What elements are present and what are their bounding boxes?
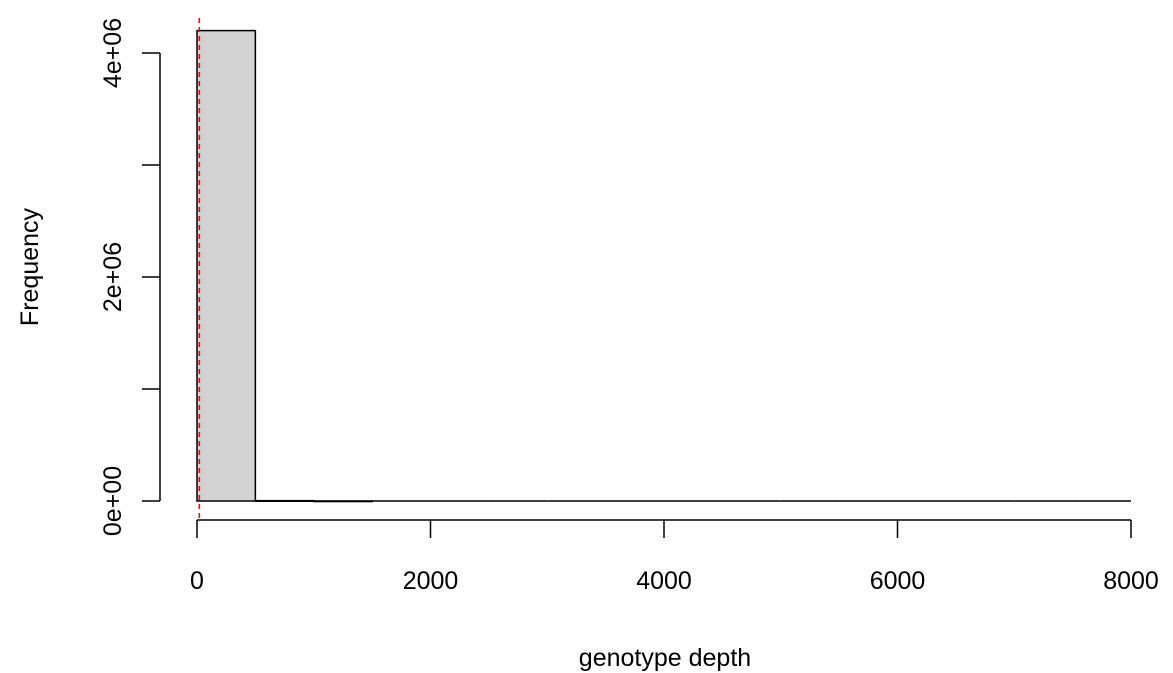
x-tick-label: 0 bbox=[190, 567, 204, 595]
histogram-bars bbox=[196, 29, 1131, 503]
histogram-bar bbox=[196, 29, 257, 502]
y-axis-title: Frequency bbox=[16, 207, 44, 326]
y-tick-label: 4e+06 bbox=[99, 18, 127, 88]
x-axis: 0 2000 4000 6000 8000 bbox=[190, 519, 1159, 595]
y-tick-label: 2e+06 bbox=[99, 242, 127, 312]
x-tick-label: 8000 bbox=[1103, 567, 1159, 595]
x-tick-label: 2000 bbox=[403, 567, 459, 595]
y-axis: 0e+00 2e+06 4e+06 bbox=[99, 18, 161, 536]
histogram-bar bbox=[254, 499, 315, 503]
x-tick-label: 4000 bbox=[636, 567, 692, 595]
y-tick-label: 0e+00 bbox=[99, 466, 127, 536]
x-axis-title: genotype depth bbox=[579, 644, 751, 672]
x-tick-label: 6000 bbox=[870, 567, 926, 595]
histogram-bar bbox=[313, 500, 373, 503]
